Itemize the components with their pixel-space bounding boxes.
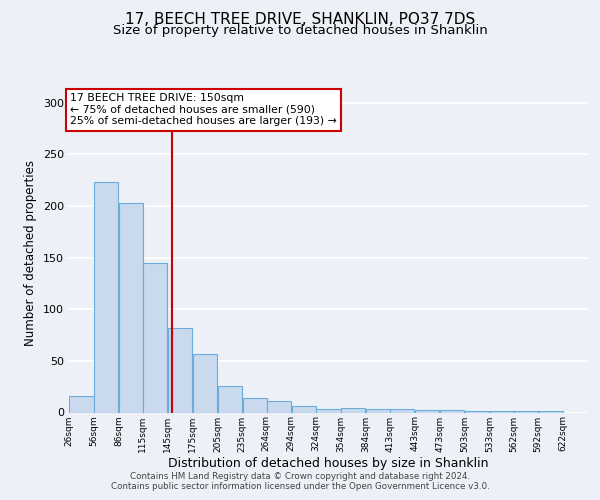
Bar [341,408,365,412]
Y-axis label: Number of detached properties: Number of detached properties [25,160,37,346]
Bar [266,401,291,412]
Text: Size of property relative to detached houses in Shanklin: Size of property relative to detached ho… [113,24,487,37]
X-axis label: Distribution of detached houses by size in Shanklin: Distribution of detached houses by size … [168,457,489,470]
Bar [316,410,341,412]
Bar [70,396,94,412]
Bar [242,398,267,412]
Bar [143,263,167,412]
Bar [119,203,143,412]
Bar [94,182,118,412]
Bar [415,410,439,412]
Bar [292,406,316,412]
Text: Contains public sector information licensed under the Open Government Licence v3: Contains public sector information licen… [110,482,490,491]
Bar [390,410,415,412]
Bar [366,410,391,412]
Bar [193,354,217,412]
Text: 17, BEECH TREE DRIVE, SHANKLIN, PO37 7DS: 17, BEECH TREE DRIVE, SHANKLIN, PO37 7DS [125,12,475,28]
Text: Contains HM Land Registry data © Crown copyright and database right 2024.: Contains HM Land Registry data © Crown c… [130,472,470,481]
Text: 17 BEECH TREE DRIVE: 150sqm
← 75% of detached houses are smaller (590)
25% of se: 17 BEECH TREE DRIVE: 150sqm ← 75% of det… [70,93,337,126]
Bar [168,328,192,412]
Bar [218,386,242,412]
Bar [440,410,464,412]
